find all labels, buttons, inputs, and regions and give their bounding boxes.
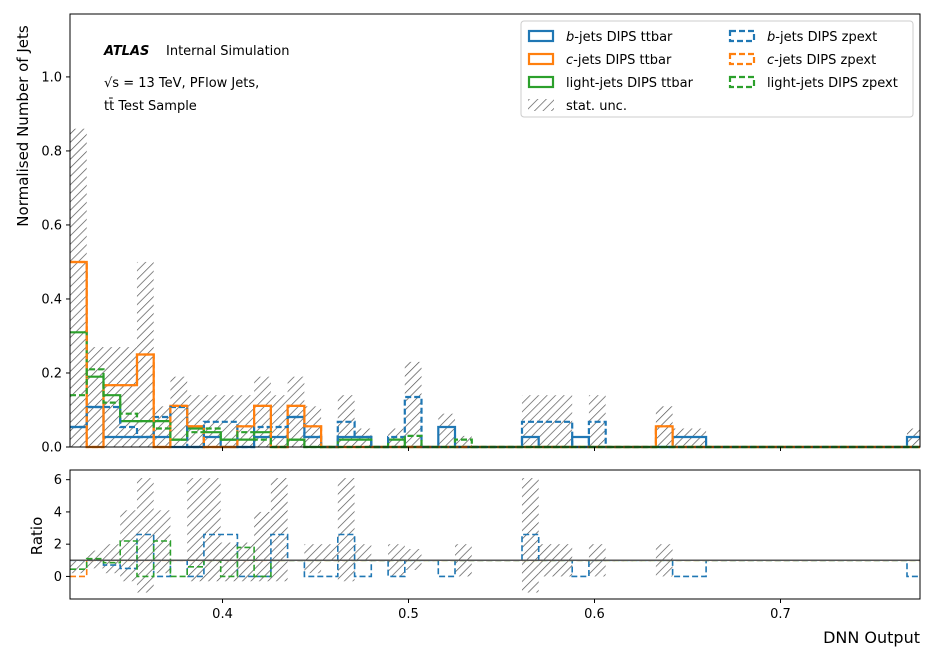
main-y-tick-label: 0.6 [41,218,62,233]
ratio-line-2 [70,540,920,578]
energy-label: √s = 13 TeV, PFlow Jets, [104,76,259,91]
ratio-unc-bin [103,544,121,574]
main-y-axis-ticks: 0.0 0.2 0.4 0.6 0.8 1.0 [41,70,70,456]
legend-swatch [527,75,555,89]
stat-unc-bin [438,413,456,447]
ratio-unc-bin [321,544,338,561]
ratio-unc-bin [220,542,238,582]
main-y-tick-label: 0.0 [41,441,62,456]
stat-unc-bin [120,347,137,447]
main-y-tick-label: 0.2 [41,366,62,381]
x-tick-label: 0.4 [212,607,233,622]
ratio-y-axis-label: Ratio [28,517,46,556]
stat-unc-bin [187,395,204,447]
stat-unc-bin [404,361,422,447]
ratio-unc-bin [237,542,255,582]
ratio-unc-bin [254,511,271,582]
stat-unc-bin [103,347,121,447]
ratio-unc-bin [86,550,104,569]
x-tick-label: 0.7 [770,607,791,622]
stat-unc-bin [170,376,188,447]
main-x-axis-ticks [222,447,782,451]
legend-label: c-jets DIPS ttbar [566,53,672,68]
main-y-tick-label: 0.4 [41,292,62,307]
ratio-unc-band [70,478,673,593]
legend-label: light-jets DIPS zpext [767,76,898,91]
stat-unc-bin [220,395,238,447]
legend-frame [520,20,914,118]
legend-swatch [728,75,756,89]
stat-unc-bin [254,376,271,447]
series-line-5 [70,368,920,449]
ratio-unc-bin [337,478,355,582]
legend-label: light-jets DIPS ttbar [566,76,694,91]
x-tick-label: 0.5 [398,607,419,622]
stat-unc-bin [555,395,573,447]
legend-label: c-jets DIPS zpext [767,53,876,68]
ratio-unc-bin [203,478,221,582]
stat-unc-bin [270,395,288,447]
atlas-label: ATLAS [103,44,149,59]
ratio-unc-bin [304,544,322,574]
main-plot-frame [69,13,921,448]
ratio-y-tick-label: 2 [54,538,62,553]
stat-unc-bin [70,128,87,447]
legend-swatch-hatch [528,99,554,111]
ratio-unc-bin [270,478,288,582]
legend-label: stat. unc. [566,99,627,114]
ratio-unc-bin [136,478,154,593]
ratio-y-tick-label: 4 [54,505,62,520]
ratio-y-axis-ticks: 0 2 4 6 [54,473,70,585]
legend: b-jets DIPS ttbar c-jets DIPS ttbar light-… [520,20,914,118]
main-y-axis-label: Normalised Number of Jets [14,25,32,227]
ratio-unc-bin [120,510,137,582]
main-y-tick-label: 1.0 [41,70,62,85]
legend-label: b-jets DIPS ttbar [566,30,673,45]
x-tick-label: 0.6 [584,607,605,622]
ratio-y-tick-label: 0 [54,570,62,585]
sample-label: tt̄ Test Sample [104,99,197,114]
stat-unc-bin [287,376,305,447]
legend-swatch [728,52,756,66]
stat-unc-bin [153,406,171,447]
main-plot-panel: 0.0 0.2 0.4 0.6 0.8 1.0 Normalised Number of … [14,13,921,456]
x-axis-label: DNN Output [823,628,920,647]
legend-swatch [527,52,555,66]
stat-unc-bin [86,347,104,447]
legend-swatch [728,29,756,43]
ratio-plot-panel: 0 2 4 6 0.4 0.5 0.6 0.7 Ratio DNN Output [28,469,921,647]
ratio-unc-bin [521,478,539,593]
main-y-tick-label: 0.8 [41,144,62,159]
ratio-unc-bin [187,478,204,582]
stat-unc-bin [237,395,255,447]
ratio-x-axis-ticks: 0.4 0.5 0.6 0.7 [212,599,791,622]
status-label: Internal Simulation [166,44,289,59]
legend-swatch [527,29,555,43]
ratio-unc-bin [354,544,372,561]
ratio-unc-bin [404,549,422,570]
stat-unc-bin [455,435,472,447]
ratio-y-tick-label: 6 [54,473,62,488]
stat-unc-band [70,128,920,447]
ratio-unc-bin [70,560,87,574]
legend-label: b-jets DIPS zpext [767,30,877,45]
ratio-plot-frame [69,469,921,600]
stat-unc-bin [203,395,221,447]
